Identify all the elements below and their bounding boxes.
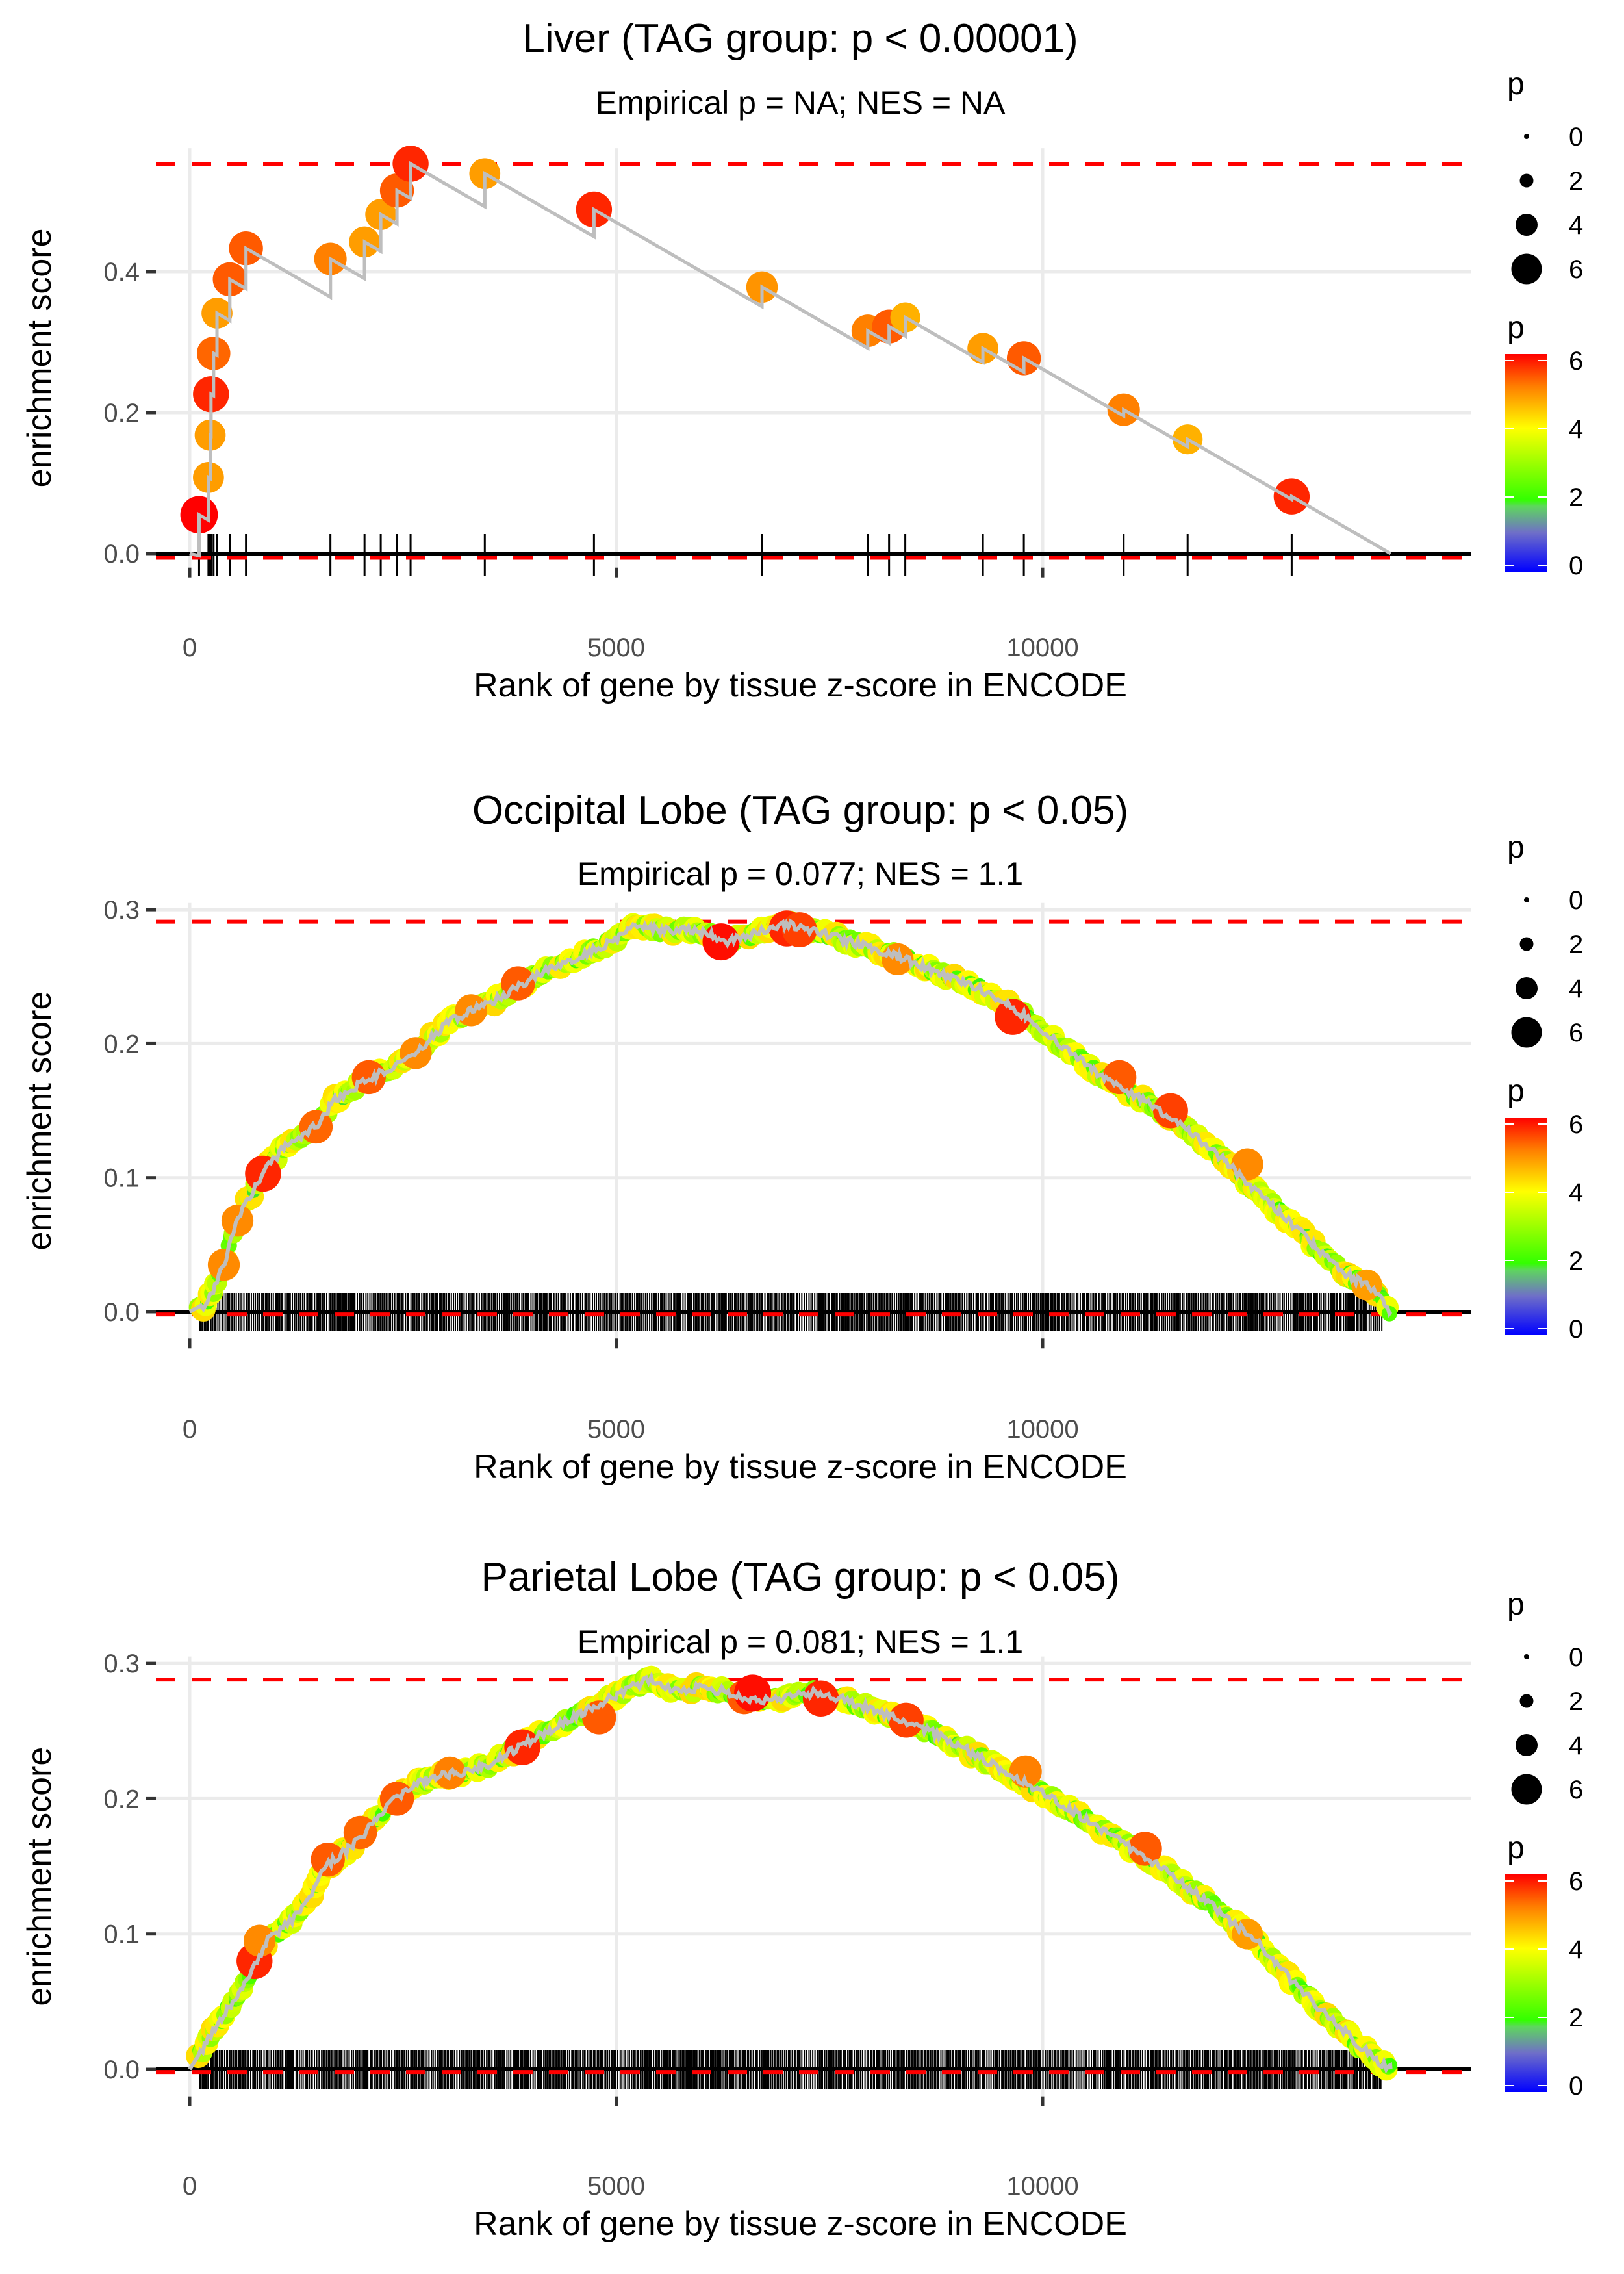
- x-tick-label: 10000: [1006, 1415, 1078, 1444]
- size-legend-label: 2: [1569, 930, 1583, 959]
- color-legend-label: 6: [1569, 1867, 1583, 1896]
- x-tick-label: 10000: [1006, 2172, 1078, 2201]
- chart-title: Occipital Lobe (TAG group: p < 0.05): [472, 788, 1128, 833]
- y-tick-label: 0.4: [103, 258, 140, 287]
- data-points: [188, 910, 1399, 1322]
- chart-title: Liver (TAG group: p < 0.00001): [522, 16, 1078, 61]
- size-legend-title: p: [1507, 1587, 1525, 1622]
- color-legend-label: 2: [1569, 483, 1583, 512]
- x-tick-label: 10000: [1006, 633, 1078, 662]
- size-legend-dot: [1524, 1654, 1529, 1659]
- color-legend-title: p: [1507, 311, 1525, 345]
- size-legend-dot: [1511, 1774, 1542, 1805]
- size-legend-label: 6: [1569, 1019, 1583, 1047]
- size-legend-dot: [1519, 1694, 1534, 1708]
- data-point-highlight: [351, 1060, 386, 1095]
- size-legend-label: 0: [1569, 123, 1583, 151]
- y-axis-title: enrichment score: [21, 228, 58, 487]
- x-axis-title: Rank of gene by tissue z-score in ENCODE: [474, 667, 1127, 704]
- size-legend-label: 4: [1569, 975, 1583, 1003]
- size-legend-label: 0: [1569, 886, 1583, 915]
- color-bar: [1505, 1118, 1547, 1335]
- data-points: [186, 1665, 1398, 2081]
- data-point-highlight: [244, 1924, 276, 1957]
- data-point-highlight: [995, 999, 1031, 1035]
- legend: p 0 2 4 6 p 6 4 2 0: [1505, 1587, 1583, 2101]
- size-legend-dot: [1511, 253, 1542, 285]
- x-tick-label: 0: [183, 1415, 197, 1444]
- x-tick-label: 5000: [587, 2172, 645, 2201]
- size-legend-dot: [1519, 173, 1534, 188]
- x-tick-label: 5000: [587, 1415, 645, 1444]
- y-tick-label: 0.2: [103, 399, 140, 428]
- y-axis-title: enrichment score: [21, 1747, 58, 2006]
- y-tick-label: 0.3: [103, 896, 140, 925]
- color-bar: [1505, 354, 1547, 572]
- x-tick-label: 0: [183, 2172, 197, 2201]
- color-legend-label: 4: [1569, 1935, 1583, 1964]
- y-tick-label: 0.0: [103, 2056, 140, 2084]
- size-legend-dot: [1516, 977, 1538, 999]
- color-legend-label: 6: [1569, 347, 1583, 376]
- color-legend-label: 4: [1569, 415, 1583, 444]
- size-legend-label: 2: [1569, 1687, 1583, 1716]
- legend: p 0 2 4 6 p 6 4 2 0: [1505, 830, 1583, 1344]
- size-legend-label: 6: [1569, 255, 1583, 284]
- color-bar: [1505, 1874, 1547, 2092]
- data-point-highlight: [1153, 1093, 1188, 1129]
- size-legend-label: 6: [1569, 1776, 1583, 1804]
- chart-subtitle: Empirical p = 0.077; NES = 1.1: [577, 856, 1023, 892]
- chart-panel-3: Parietal Lobe (TAG group: p < 0.05) Empir…: [21, 1555, 1583, 2243]
- color-legend-label: 6: [1569, 1110, 1583, 1139]
- y-tick-label: 0.2: [103, 1030, 140, 1058]
- y-tick-label: 0.2: [103, 1785, 140, 1813]
- size-legend-label: 0: [1569, 1643, 1583, 1672]
- size-legend-dot: [1524, 134, 1529, 139]
- color-legend-label: 4: [1569, 1179, 1583, 1207]
- size-legend-dot: [1524, 897, 1529, 902]
- chart-subtitle: Empirical p = NA; NES = NA: [596, 84, 1006, 121]
- running-sum-line: [188, 918, 1393, 1318]
- data-point-highlight: [1128, 1832, 1162, 1866]
- y-tick-label: 0.1: [103, 1921, 140, 1949]
- chart-title: Parietal Lobe (TAG group: p < 0.05): [481, 1555, 1120, 1600]
- size-legend-label: 2: [1569, 167, 1583, 196]
- size-legend-dot: [1511, 1017, 1542, 1048]
- y-tick-label: 0.1: [103, 1164, 140, 1193]
- size-legend-dot: [1519, 937, 1534, 951]
- size-legend-title: p: [1507, 830, 1525, 865]
- size-legend-label: 4: [1569, 1731, 1583, 1760]
- y-tick-label: 0.0: [103, 540, 140, 568]
- running-sum-line-overlay: [189, 160, 1391, 558]
- y-tick-label: 0.3: [103, 1650, 140, 1678]
- color-legend-title: p: [1507, 1074, 1525, 1108]
- size-legend-title: p: [1507, 67, 1525, 101]
- data-point-highlight: [1102, 1060, 1137, 1095]
- x-tick-label: 5000: [587, 633, 645, 662]
- x-axis-title: Rank of gene by tissue z-score in ENCODE: [474, 2205, 1127, 2243]
- size-legend-dot: [1516, 214, 1538, 236]
- chart-subtitle: Empirical p = 0.081; NES = 1.1: [577, 1624, 1023, 1660]
- data-points: [180, 146, 1310, 534]
- color-legend-label: 0: [1569, 1315, 1583, 1344]
- color-legend-label: 2: [1569, 1247, 1583, 1275]
- chart-panel-1: Liver (TAG group: p < 0.00001) Empirical …: [21, 16, 1583, 704]
- color-legend-label: 0: [1569, 2072, 1583, 2101]
- y-axis-title: enrichment score: [21, 991, 58, 1251]
- color-legend-title: p: [1507, 1831, 1525, 1865]
- legend: p 0 2 4 6 p 6 4 2 0: [1505, 67, 1583, 580]
- y-tick-label: 0.0: [103, 1298, 140, 1327]
- color-legend-label: 2: [1569, 2004, 1583, 2032]
- chart-panel-2: Occipital Lobe (TAG group: p < 0.05) Empi…: [21, 788, 1583, 1486]
- color-legend-label: 0: [1569, 552, 1583, 580]
- x-axis-title: Rank of gene by tissue z-score in ENCODE: [474, 1448, 1127, 1486]
- running-sum-line: [188, 1671, 1393, 2074]
- x-tick-label: 0: [183, 633, 197, 662]
- size-legend-dot: [1516, 1734, 1538, 1756]
- size-legend-label: 4: [1569, 211, 1583, 240]
